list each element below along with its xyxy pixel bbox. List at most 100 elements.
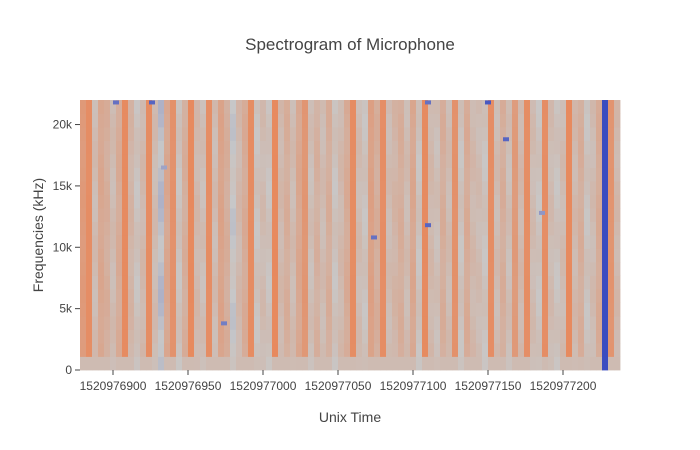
heatmap-cell bbox=[278, 113, 285, 128]
heatmap-cell bbox=[512, 275, 519, 290]
heatmap-cell bbox=[458, 262, 465, 276]
heatmap-cell bbox=[362, 127, 369, 141]
heatmap-cell bbox=[362, 154, 369, 168]
y-tick-label: 5k bbox=[59, 302, 73, 316]
heatmap-cell bbox=[500, 127, 507, 141]
heatmap-cell bbox=[140, 275, 147, 290]
heatmap-cell bbox=[614, 208, 621, 222]
heatmap-cell bbox=[614, 302, 621, 317]
heatmap-cell bbox=[272, 154, 279, 168]
heatmap-cell bbox=[434, 262, 441, 276]
heatmap-cell bbox=[500, 208, 507, 222]
heatmap-cell bbox=[332, 329, 339, 344]
heatmap-cell bbox=[338, 113, 345, 128]
heatmap-cell bbox=[314, 221, 321, 236]
heatmap-cell bbox=[308, 343, 315, 357]
heatmap-cell bbox=[416, 343, 423, 357]
heatmap-cell bbox=[548, 316, 555, 330]
heatmap-hotspot bbox=[539, 210, 545, 215]
heatmap-cell bbox=[152, 113, 159, 128]
heatmap-cell bbox=[608, 167, 615, 182]
heatmap-cell bbox=[320, 208, 327, 222]
heatmap-cell bbox=[116, 316, 123, 330]
heatmap-cell bbox=[110, 275, 117, 290]
heatmap-cell bbox=[200, 302, 207, 317]
heatmap-cell bbox=[356, 275, 363, 290]
heatmap-cell bbox=[422, 154, 429, 168]
heatmap-cell bbox=[380, 221, 387, 236]
heatmap-cell bbox=[242, 356, 249, 371]
heatmap-hotspot bbox=[425, 100, 431, 105]
heatmap-cell bbox=[506, 181, 513, 195]
heatmap-cell bbox=[80, 302, 87, 317]
heatmap-cell bbox=[236, 208, 243, 222]
heatmap-cell bbox=[326, 181, 333, 195]
heatmap-cell bbox=[242, 275, 249, 290]
heatmap-cell bbox=[542, 127, 549, 141]
heatmap-cell bbox=[584, 275, 591, 290]
heatmap-cell bbox=[422, 194, 429, 209]
heatmap-cell bbox=[614, 343, 621, 357]
heatmap-cell bbox=[392, 275, 399, 290]
heatmap-cell bbox=[446, 100, 453, 114]
heatmap-cell bbox=[194, 248, 201, 263]
heatmap-cell bbox=[104, 302, 111, 317]
heatmap-cell bbox=[272, 302, 279, 317]
heatmap-cell bbox=[380, 235, 387, 249]
heatmap-cell bbox=[368, 235, 375, 249]
heatmap-cell bbox=[224, 221, 231, 236]
heatmap-cell bbox=[488, 289, 495, 303]
heatmap-cell bbox=[170, 275, 177, 290]
heatmap-cell bbox=[326, 154, 333, 168]
heatmap-cell bbox=[470, 356, 477, 371]
heatmap-cell bbox=[422, 356, 429, 371]
heatmap-cell bbox=[584, 221, 591, 236]
heatmap-cell bbox=[98, 221, 105, 236]
heatmap-cell bbox=[326, 235, 333, 249]
heatmap-cell bbox=[260, 208, 267, 222]
heatmap-cell bbox=[452, 329, 459, 344]
heatmap-cell bbox=[386, 289, 393, 303]
heatmap-cell bbox=[602, 289, 609, 303]
heatmap-cell bbox=[608, 302, 615, 317]
heatmap-cell bbox=[350, 262, 357, 276]
heatmap-cell bbox=[332, 302, 339, 317]
heatmap-cell bbox=[146, 275, 153, 290]
heatmap-cell bbox=[524, 343, 531, 357]
heatmap-cell bbox=[116, 181, 123, 195]
heatmap-cell bbox=[506, 100, 513, 114]
heatmap-cell bbox=[572, 208, 579, 222]
heatmap-cell bbox=[212, 262, 219, 276]
heatmap-cell bbox=[422, 167, 429, 182]
heatmap-cell bbox=[356, 100, 363, 114]
x-axis-title: Unix Time bbox=[319, 409, 381, 425]
heatmap-cell bbox=[464, 208, 471, 222]
heatmap-cell bbox=[290, 275, 297, 290]
heatmap-cell bbox=[320, 329, 327, 344]
heatmap-cell bbox=[542, 289, 549, 303]
heatmap-cell bbox=[476, 100, 483, 114]
heatmap-cell bbox=[410, 194, 417, 209]
heatmap-cell bbox=[290, 316, 297, 330]
heatmap-cell bbox=[122, 208, 129, 222]
heatmap-cell bbox=[278, 343, 285, 357]
heatmap-cell bbox=[344, 194, 351, 209]
heatmap-cell bbox=[590, 127, 597, 141]
heatmap-cell bbox=[86, 140, 93, 155]
heatmap-cell bbox=[440, 302, 447, 317]
heatmap-cell bbox=[206, 275, 213, 290]
heatmap-cell bbox=[362, 329, 369, 344]
heatmap-cell bbox=[494, 316, 501, 330]
heatmap-cell bbox=[392, 181, 399, 195]
heatmap-cell bbox=[482, 248, 489, 263]
heatmap-cell bbox=[446, 113, 453, 128]
heatmap-cell bbox=[170, 127, 177, 141]
heatmap-cell bbox=[380, 248, 387, 263]
heatmap-cell bbox=[188, 127, 195, 141]
heatmap-cell bbox=[86, 275, 93, 290]
heatmap-cell bbox=[524, 302, 531, 317]
heatmap-cell bbox=[230, 113, 237, 128]
heatmap-cell bbox=[578, 329, 585, 344]
heatmap-cell bbox=[122, 343, 129, 357]
heatmap-cell bbox=[122, 302, 129, 317]
